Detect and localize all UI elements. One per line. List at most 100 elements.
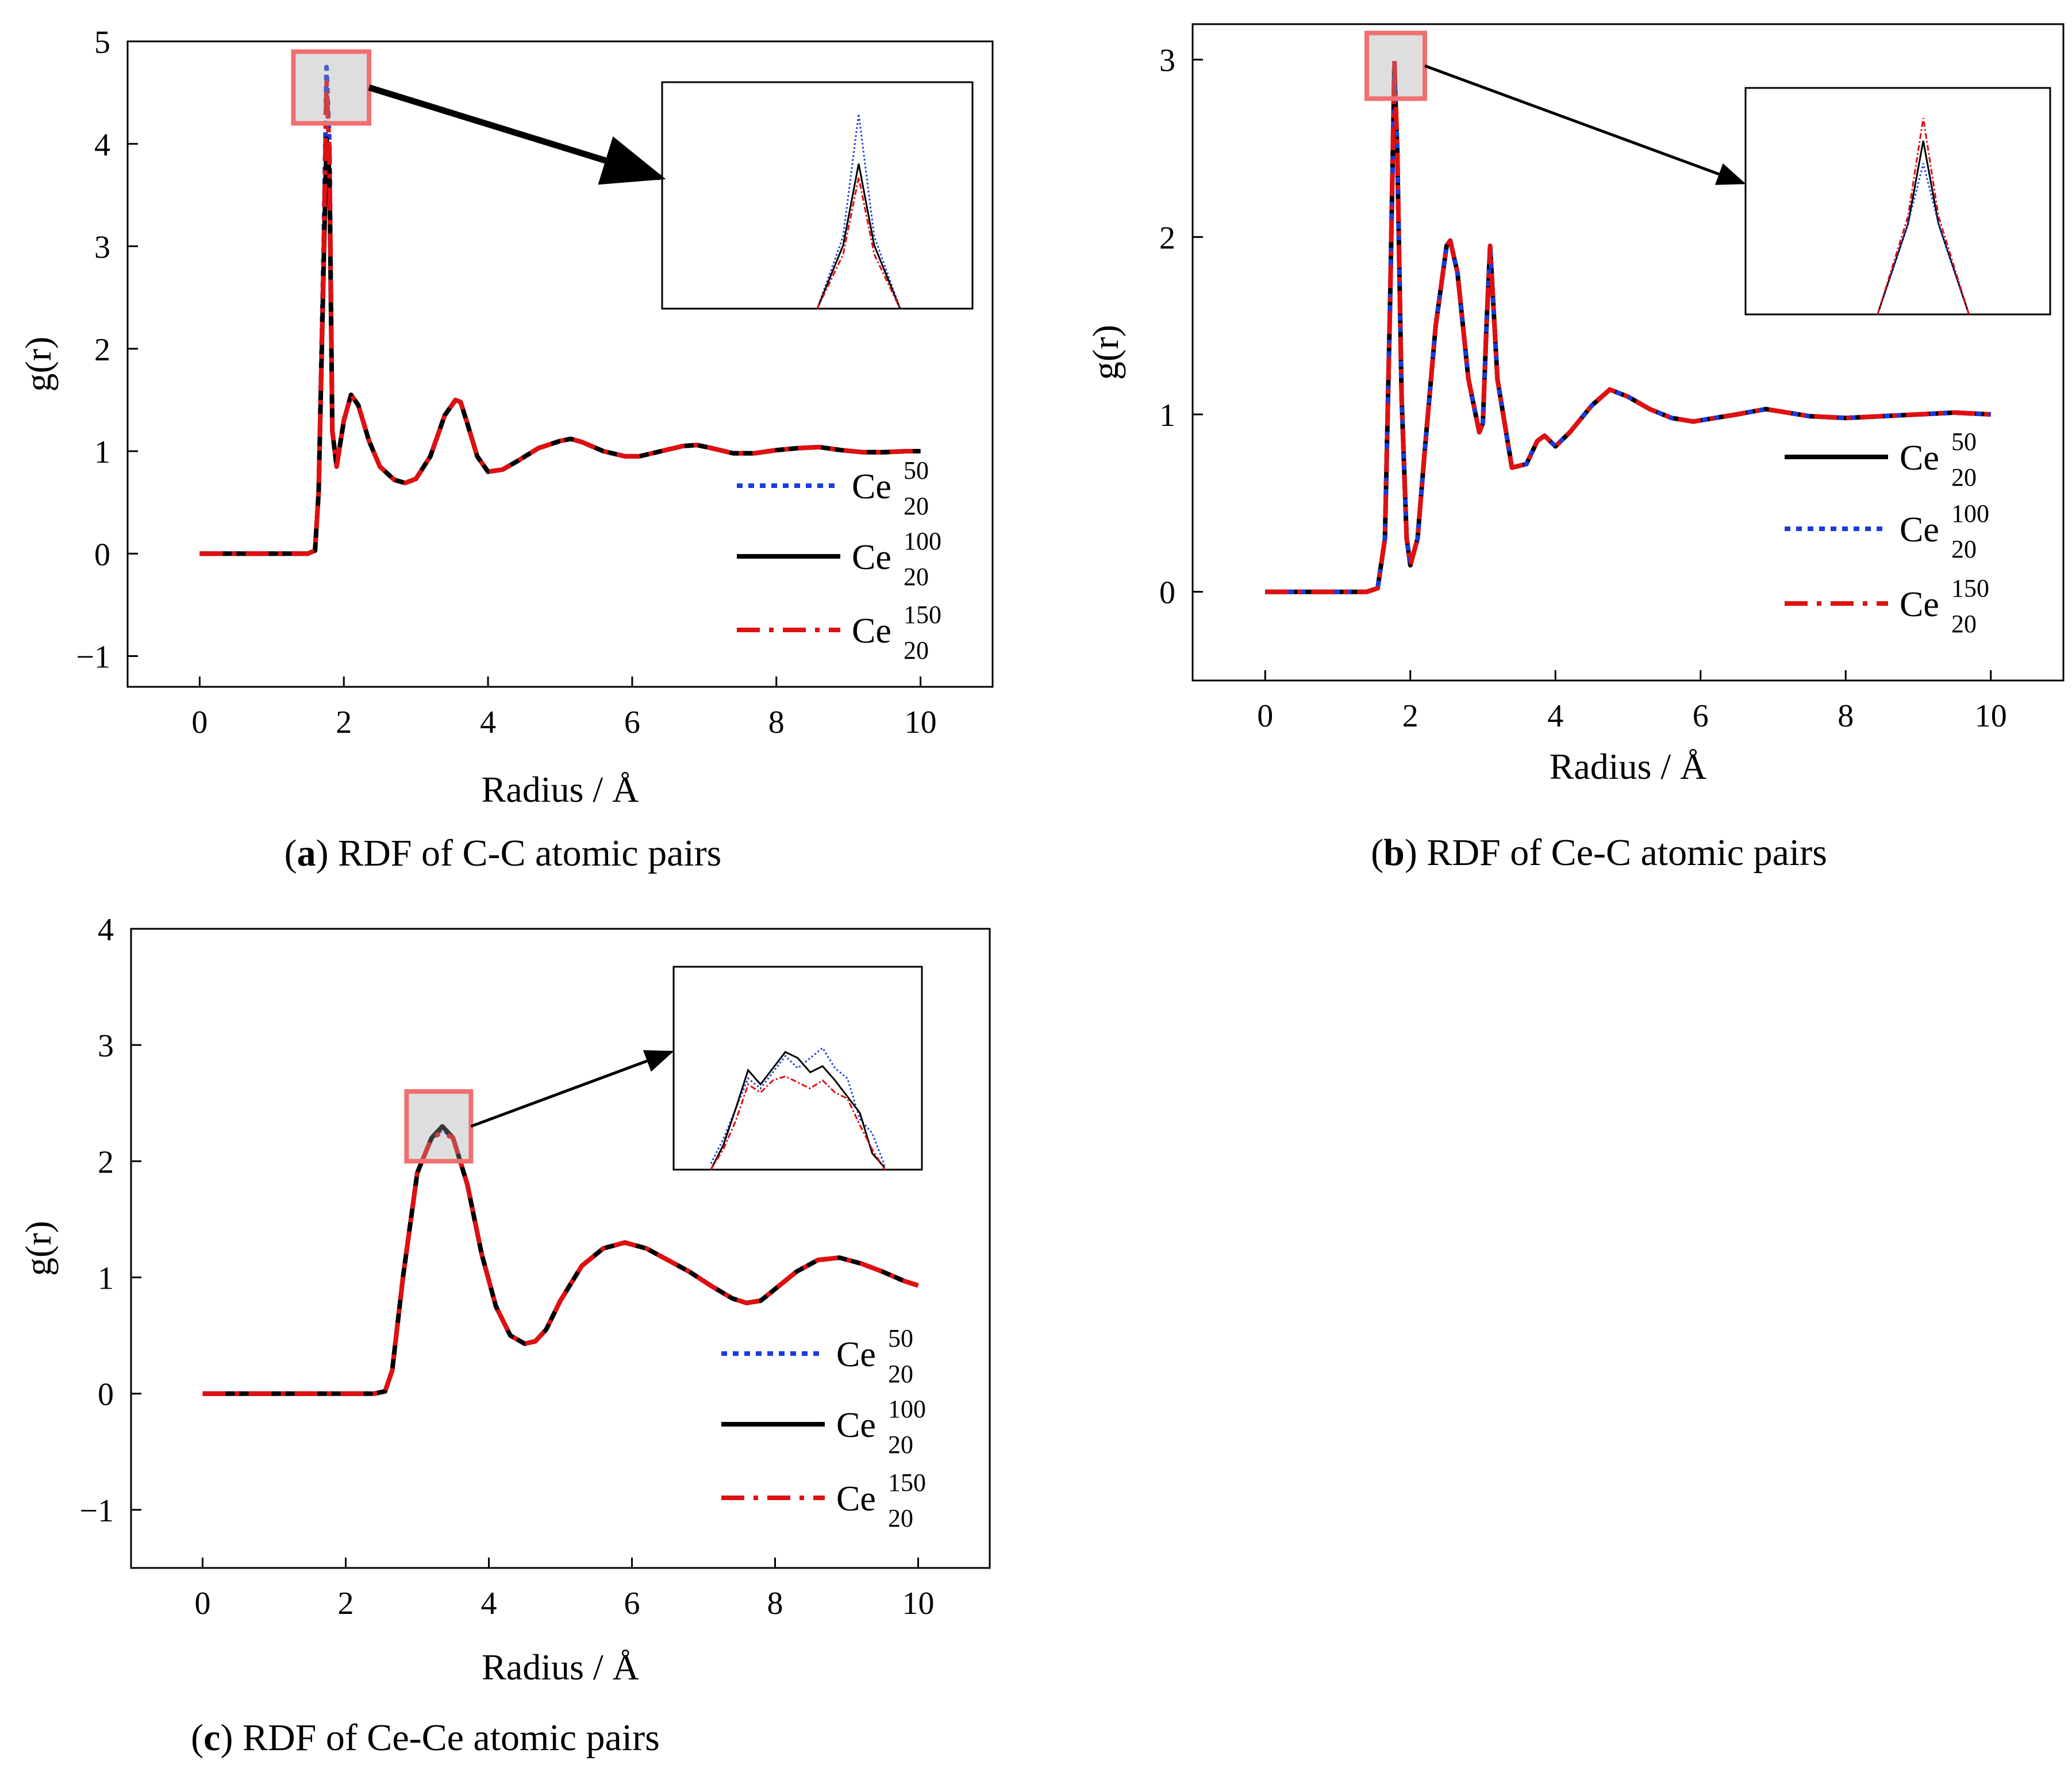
- x-axis-label: Radius / Å: [482, 769, 639, 810]
- legend-label: Ce: [852, 538, 891, 577]
- legend-subscript: 20: [888, 1504, 913, 1532]
- y-tick-label: 5: [94, 25, 110, 60]
- legend-superscript: 150: [904, 601, 941, 629]
- figure-caption: (a) RDF of C-C atomic pairs: [285, 832, 722, 874]
- x-tick-label: 10: [905, 705, 937, 740]
- caption-text: RDF of Ce-Ce atomic pairs: [243, 1717, 660, 1759]
- inset-frame: [1744, 87, 2051, 316]
- inset-frame: [672, 966, 923, 1171]
- caption-paren-close: ): [1405, 832, 1427, 874]
- legend-label: Ce: [852, 467, 891, 506]
- x-tick-label: 2: [338, 1586, 354, 1621]
- zoom-arrow: [470, 1050, 674, 1128]
- y-tick-label: 3: [98, 1028, 114, 1064]
- caption-letter: a: [297, 832, 316, 874]
- x-tick-label: 0: [191, 705, 207, 740]
- legend-superscript: 150: [1951, 574, 1989, 602]
- x-axis-label: Radius / Å: [1550, 746, 1707, 787]
- plot-frame: [1191, 23, 2065, 682]
- y-tick-label: 1: [1159, 398, 1175, 433]
- inset-line-Ce50_20: [1877, 140, 1970, 315]
- legend-subscript: 20: [904, 492, 929, 520]
- series-line-Ce150_20: [202, 1129, 919, 1396]
- x-tick-label: 0: [1257, 698, 1273, 734]
- figure-caption: (c) RDF of Ce-Ce atomic pairs: [191, 1717, 660, 1759]
- plot-frame: [126, 40, 994, 688]
- legend-superscript: 100: [1951, 499, 1989, 528]
- y-tick-label: 2: [98, 1144, 114, 1180]
- x-tick-label: 6: [624, 1586, 640, 1621]
- y-tick-label: 2: [1159, 220, 1175, 256]
- y-tick-label: 4: [98, 912, 114, 948]
- y-axis-label: g(r): [18, 1221, 59, 1276]
- caption-paren-open: (: [285, 832, 297, 874]
- y-tick-label: 4: [94, 127, 110, 163]
- chart-panel-c: 0 2 4 6 8 10 −1 0 1 2 3 4 Radius / Å g(r) Ce 50 20 Ce 100 2…: [18, 912, 991, 1759]
- legend-superscript: 50: [904, 456, 929, 485]
- y-tick-label: −1: [79, 1493, 114, 1529]
- y-tick-label: 2: [94, 332, 110, 368]
- caption-paren-open: (: [191, 1717, 203, 1759]
- x-tick-label: 8: [767, 1586, 783, 1621]
- legend-subscript: 20: [904, 563, 929, 591]
- series-line-Ce150_20: [1265, 57, 1991, 594]
- legend-label: Ce: [852, 612, 891, 651]
- zoom-box: [291, 49, 372, 126]
- legend-label: Ce: [836, 1335, 876, 1374]
- y-tick-label: 0: [1159, 575, 1175, 611]
- caption-paren-close: ): [220, 1717, 242, 1759]
- zoom-arrow: [1424, 64, 1746, 185]
- legend-superscript: 100: [904, 527, 941, 555]
- caption-paren-close: ): [316, 832, 338, 874]
- zoom-box: [404, 1089, 474, 1164]
- zoom-box: [1364, 30, 1427, 101]
- x-tick-label: 6: [624, 705, 640, 740]
- legend-subscript: 20: [1951, 610, 1977, 638]
- x-tick-label: 8: [1837, 698, 1854, 734]
- inset-frame: [661, 81, 974, 310]
- caption-letter: b: [1383, 832, 1405, 874]
- y-tick-label: −1: [76, 640, 110, 675]
- y-axis-label: g(r): [18, 337, 59, 392]
- plot-frame: [130, 928, 991, 1569]
- figure-caption: (b) RDF of Ce-C atomic pairs: [1371, 832, 1827, 874]
- zoom-arrow: [368, 84, 666, 185]
- legend-superscript: 50: [888, 1324, 913, 1352]
- legend-label: Ce: [1900, 585, 1939, 624]
- caption-text: RDF of C-C atomic pairs: [338, 832, 721, 874]
- y-tick-label: 3: [1159, 43, 1175, 79]
- legend-subscript: 20: [1951, 535, 1977, 563]
- caption-letter: c: [203, 1717, 220, 1759]
- y-axis-label: g(r): [1085, 325, 1126, 380]
- legend-superscript: 150: [888, 1469, 926, 1497]
- x-tick-label: 8: [768, 705, 785, 740]
- y-tick-label: 1: [98, 1261, 114, 1297]
- inset-line-Ce100_20: [816, 163, 901, 309]
- legend-subscript: 20: [904, 636, 929, 664]
- legend-label: Ce: [1900, 439, 1939, 478]
- x-tick-label: 4: [481, 1586, 497, 1621]
- x-tick-label: 10: [1975, 698, 2007, 734]
- x-tick-label: 4: [480, 705, 496, 740]
- y-tick-label: 1: [94, 435, 110, 470]
- series-line-Ce150_20: [199, 80, 921, 556]
- caption-paren-open: (: [1371, 832, 1383, 874]
- legend-label: Ce: [1900, 510, 1939, 549]
- legend-superscript: 50: [1951, 428, 1977, 456]
- chart-panel-a: 0 2 4 6 8 10 −1 0 1 2 3 4 5 Radius / Å g(r) Ce 50 20 Ce 100…: [18, 25, 994, 874]
- legend-superscript: 100: [888, 1395, 926, 1423]
- inset-line-Ce100_20: [1877, 163, 1970, 315]
- legend-label: Ce: [836, 1406, 876, 1445]
- y-tick-label: 3: [94, 230, 110, 266]
- x-tick-label: 10: [902, 1586, 935, 1621]
- x-tick-label: 2: [336, 705, 352, 740]
- inset-line-Ce150_20: [710, 1075, 886, 1170]
- y-tick-label: 0: [94, 537, 110, 572]
- y-tick-label: 0: [98, 1377, 114, 1413]
- x-tick-label: 0: [195, 1586, 211, 1621]
- x-axis-label: Radius / Å: [482, 1647, 639, 1687]
- inset-line-Ce150_20: [1877, 118, 1970, 315]
- x-tick-label: 2: [1402, 698, 1419, 734]
